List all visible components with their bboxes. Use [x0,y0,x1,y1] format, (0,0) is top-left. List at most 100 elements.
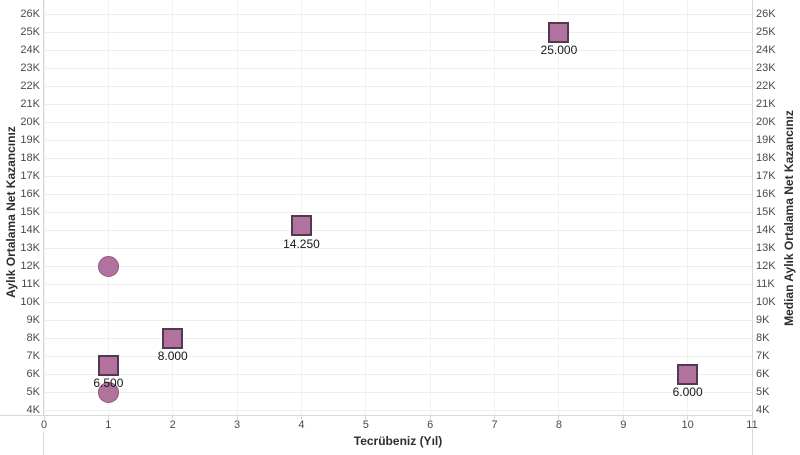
horizontal-gridline [44,211,752,213]
left-y-axis-tick-label: 15K [20,206,40,218]
data-point-label: 14.250 [283,236,320,251]
left-y-axis-tick-label: 16K [20,188,40,200]
x-axis-tick-label: 9 [620,419,627,431]
square-data-point[interactable] [97,354,119,376]
circle-data-point[interactable] [97,381,119,403]
right-y-axis-tick-label: 17K [756,170,776,182]
horizontal-gridline [44,67,752,69]
right-y-axis-tick-label: 15K [756,206,776,218]
x-axis-tick-label: 2 [169,419,176,431]
square-data-point[interactable] [290,215,312,236]
left-y-axis-tick-label: 7K [26,350,40,362]
axis-area-divider [43,432,44,455]
horizontal-gridline [44,229,752,231]
vertical-gridline [558,0,560,415]
vertical-gridline [43,0,45,415]
horizontal-gridline [44,373,752,375]
x-axis-tick-mark [558,415,560,420]
right-y-axis-tick-label: 24K [756,44,776,56]
right-y-axis-tick-label: 16K [756,188,776,200]
x-axis-tick-label: 8 [555,419,562,431]
vertical-gridline [494,0,496,415]
horizontal-gridline [44,301,752,303]
right-y-axis-tick-label: 18K [756,152,776,164]
vertical-gridline [107,0,109,415]
right-y-axis-tick-label: 25K [756,26,776,38]
left-y-axis-tick-label: 18K [20,152,40,164]
right-y-axis-tick-label: 14K [756,224,776,236]
horizontal-gridline [44,283,752,285]
horizontal-gridline [44,337,752,339]
right-y-axis-tick-label: 26K [756,8,776,20]
horizontal-gridline [44,175,752,177]
x-axis-tick-mark [365,415,367,420]
horizontal-gridline [44,319,752,321]
vertical-gridline [236,0,238,415]
square-data-point[interactable] [677,363,699,385]
left-y-axis-tick-label: 5K [26,386,40,398]
right-y-axis-tick-label: 11K [756,278,775,290]
square-data-point[interactable] [162,327,184,349]
left-y-axis-tick-label: 10K [20,296,40,308]
vertical-gridline [687,0,689,415]
x-axis-tick-label: 11 [746,419,758,431]
x-axis-tick-label: 1 [105,419,112,431]
x-axis-tick-label: 10 [681,419,694,431]
circle-data-point[interactable] [97,255,119,277]
x-axis-tick-mark [494,415,496,420]
left-y-axis-tick-label: 9K [26,314,40,326]
x-axis-tick-mark [429,415,431,420]
plot-left-border [43,0,44,415]
left-y-axis-tick-label: 4K [26,404,40,416]
x-axis-tick-label: 7 [491,419,498,431]
vertical-gridline [622,0,624,415]
x-axis-tick-label: 5 [362,419,369,431]
x-axis-tick-label: 3 [234,419,241,431]
data-point-label: 8.000 [157,349,188,363]
left-y-axis-tick-label: 8K [26,332,40,344]
vertical-gridline [172,0,174,415]
x-axis-tick-mark [107,415,109,420]
horizontal-gridline [44,103,752,105]
data-point-label: 6.500 [93,376,124,390]
x-axis-title: Tecrübeniz (Yıl) [353,434,443,448]
x-axis-tick-mark [43,415,45,420]
left-y-axis-tick-label: 17K [20,170,40,182]
right-y-axis-tick-label: 20K [756,116,776,128]
horizontal-gridline [44,247,752,249]
x-axis-tick-mark [172,415,174,420]
horizontal-gridline [44,391,752,393]
right-y-axis-tick-label: 22K [756,80,776,92]
horizontal-gridline [44,265,752,267]
x-axis-tick-label: 4 [298,419,305,431]
right-y-axis-tick-label: 4K [756,404,770,416]
x-axis-tick-mark [622,415,624,420]
square-data-point[interactable] [548,21,570,43]
horizontal-gridline [44,193,752,195]
horizontal-gridline [44,409,752,411]
right-y-axis-tick-label: 12K [756,260,776,272]
right-y-axis-tick-label: 8K [756,332,770,344]
right-y-axis-tick-label: 23K [756,62,776,74]
horizontal-gridline [44,355,752,357]
x-axis-tick-label: 6 [427,419,434,431]
right-y-axis-tick-label: 21K [756,98,776,110]
data-point-label: 25.000 [540,43,578,57]
data-point-label: 6.000 [672,385,703,399]
left-y-axis-tick-label: 20K [20,116,40,128]
horizontal-gridline [44,121,752,123]
horizontal-gridline [44,157,752,159]
x-axis-tick-mark [687,415,689,420]
right-y-axis-tick-label: 9K [756,314,770,326]
left-y-axis-tick-label: 14K [20,224,40,236]
horizontal-gridline [44,49,752,51]
left-y-axis-tick-label: 23K [20,62,40,74]
left-y-axis-tick-label: 12K [20,260,40,272]
horizontal-gridline [44,31,752,33]
left-y-axis-tick-label: 25K [20,26,40,38]
left-y-axis-tick-label: 22K [20,80,40,92]
x-axis-tick-label: 0 [40,419,48,431]
left-y-axis-tick-label: 19K [20,134,40,146]
right-y-axis-tick-label: 19K [756,134,776,146]
